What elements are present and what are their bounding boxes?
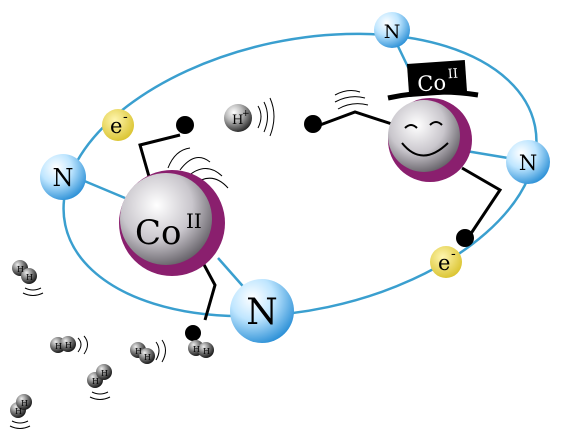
svg-text:H: H xyxy=(144,353,151,362)
svg-text:N: N xyxy=(246,292,278,333)
svg-text:H: H xyxy=(232,113,243,128)
svg-text:Co: Co xyxy=(135,213,181,253)
bond-n-left-to-co xyxy=(81,178,126,200)
macrocycle-ring xyxy=(62,32,538,318)
nitrogen-atom-right: N xyxy=(506,140,550,184)
electron-right: e - xyxy=(430,246,462,278)
proton-sphere-icon: H + xyxy=(224,97,275,137)
svg-text:II: II xyxy=(186,209,202,233)
svg-text:H: H xyxy=(15,407,22,416)
svg-text:N: N xyxy=(384,21,401,43)
svg-text:e: e xyxy=(110,114,122,138)
svg-text:H: H xyxy=(55,342,62,351)
nitrogen-atom-left: N xyxy=(40,154,86,200)
cobalt-center-right xyxy=(388,98,472,182)
hydrogen-molecule-icon: H H xyxy=(87,364,112,400)
svg-text:-: - xyxy=(123,109,128,125)
svg-text:N: N xyxy=(53,164,74,192)
electron-left: e - xyxy=(102,109,134,141)
hydrogen-molecule-icon: H H xyxy=(188,340,214,358)
top-hat-icon: Co II xyxy=(387,60,479,101)
svg-text:H: H xyxy=(135,347,142,356)
svg-text:-: - xyxy=(451,246,456,262)
right-co-arms xyxy=(304,110,503,247)
svg-text:H: H xyxy=(17,265,24,274)
hydrogen-molecule-icon: H H xyxy=(50,335,88,355)
svg-text:N: N xyxy=(519,151,537,175)
smiley-face-icon xyxy=(401,121,449,157)
svg-text:H: H xyxy=(193,345,200,354)
cobalt-center-left: Co II xyxy=(119,170,225,276)
nitrogen-atom-top-right: N xyxy=(374,12,410,48)
svg-text:H: H xyxy=(26,273,33,282)
hydrogen-molecule-icon: H H xyxy=(130,339,166,364)
svg-text:H: H xyxy=(65,341,72,350)
svg-text:H: H xyxy=(101,369,108,378)
svg-text:Co: Co xyxy=(417,70,447,96)
motion-lines-right-arm xyxy=(334,90,369,110)
hydrogen-molecule-icon: H H xyxy=(9,394,32,429)
hydrogen-molecule-icon: H H xyxy=(12,260,44,296)
svg-text:II: II xyxy=(447,67,458,83)
svg-text:H: H xyxy=(203,347,210,356)
nitrogen-atom-bottom: N xyxy=(230,279,294,343)
svg-text:+: + xyxy=(242,109,250,119)
svg-text:H: H xyxy=(92,377,99,386)
svg-text:e: e xyxy=(438,251,450,275)
svg-text:H: H xyxy=(21,399,28,408)
